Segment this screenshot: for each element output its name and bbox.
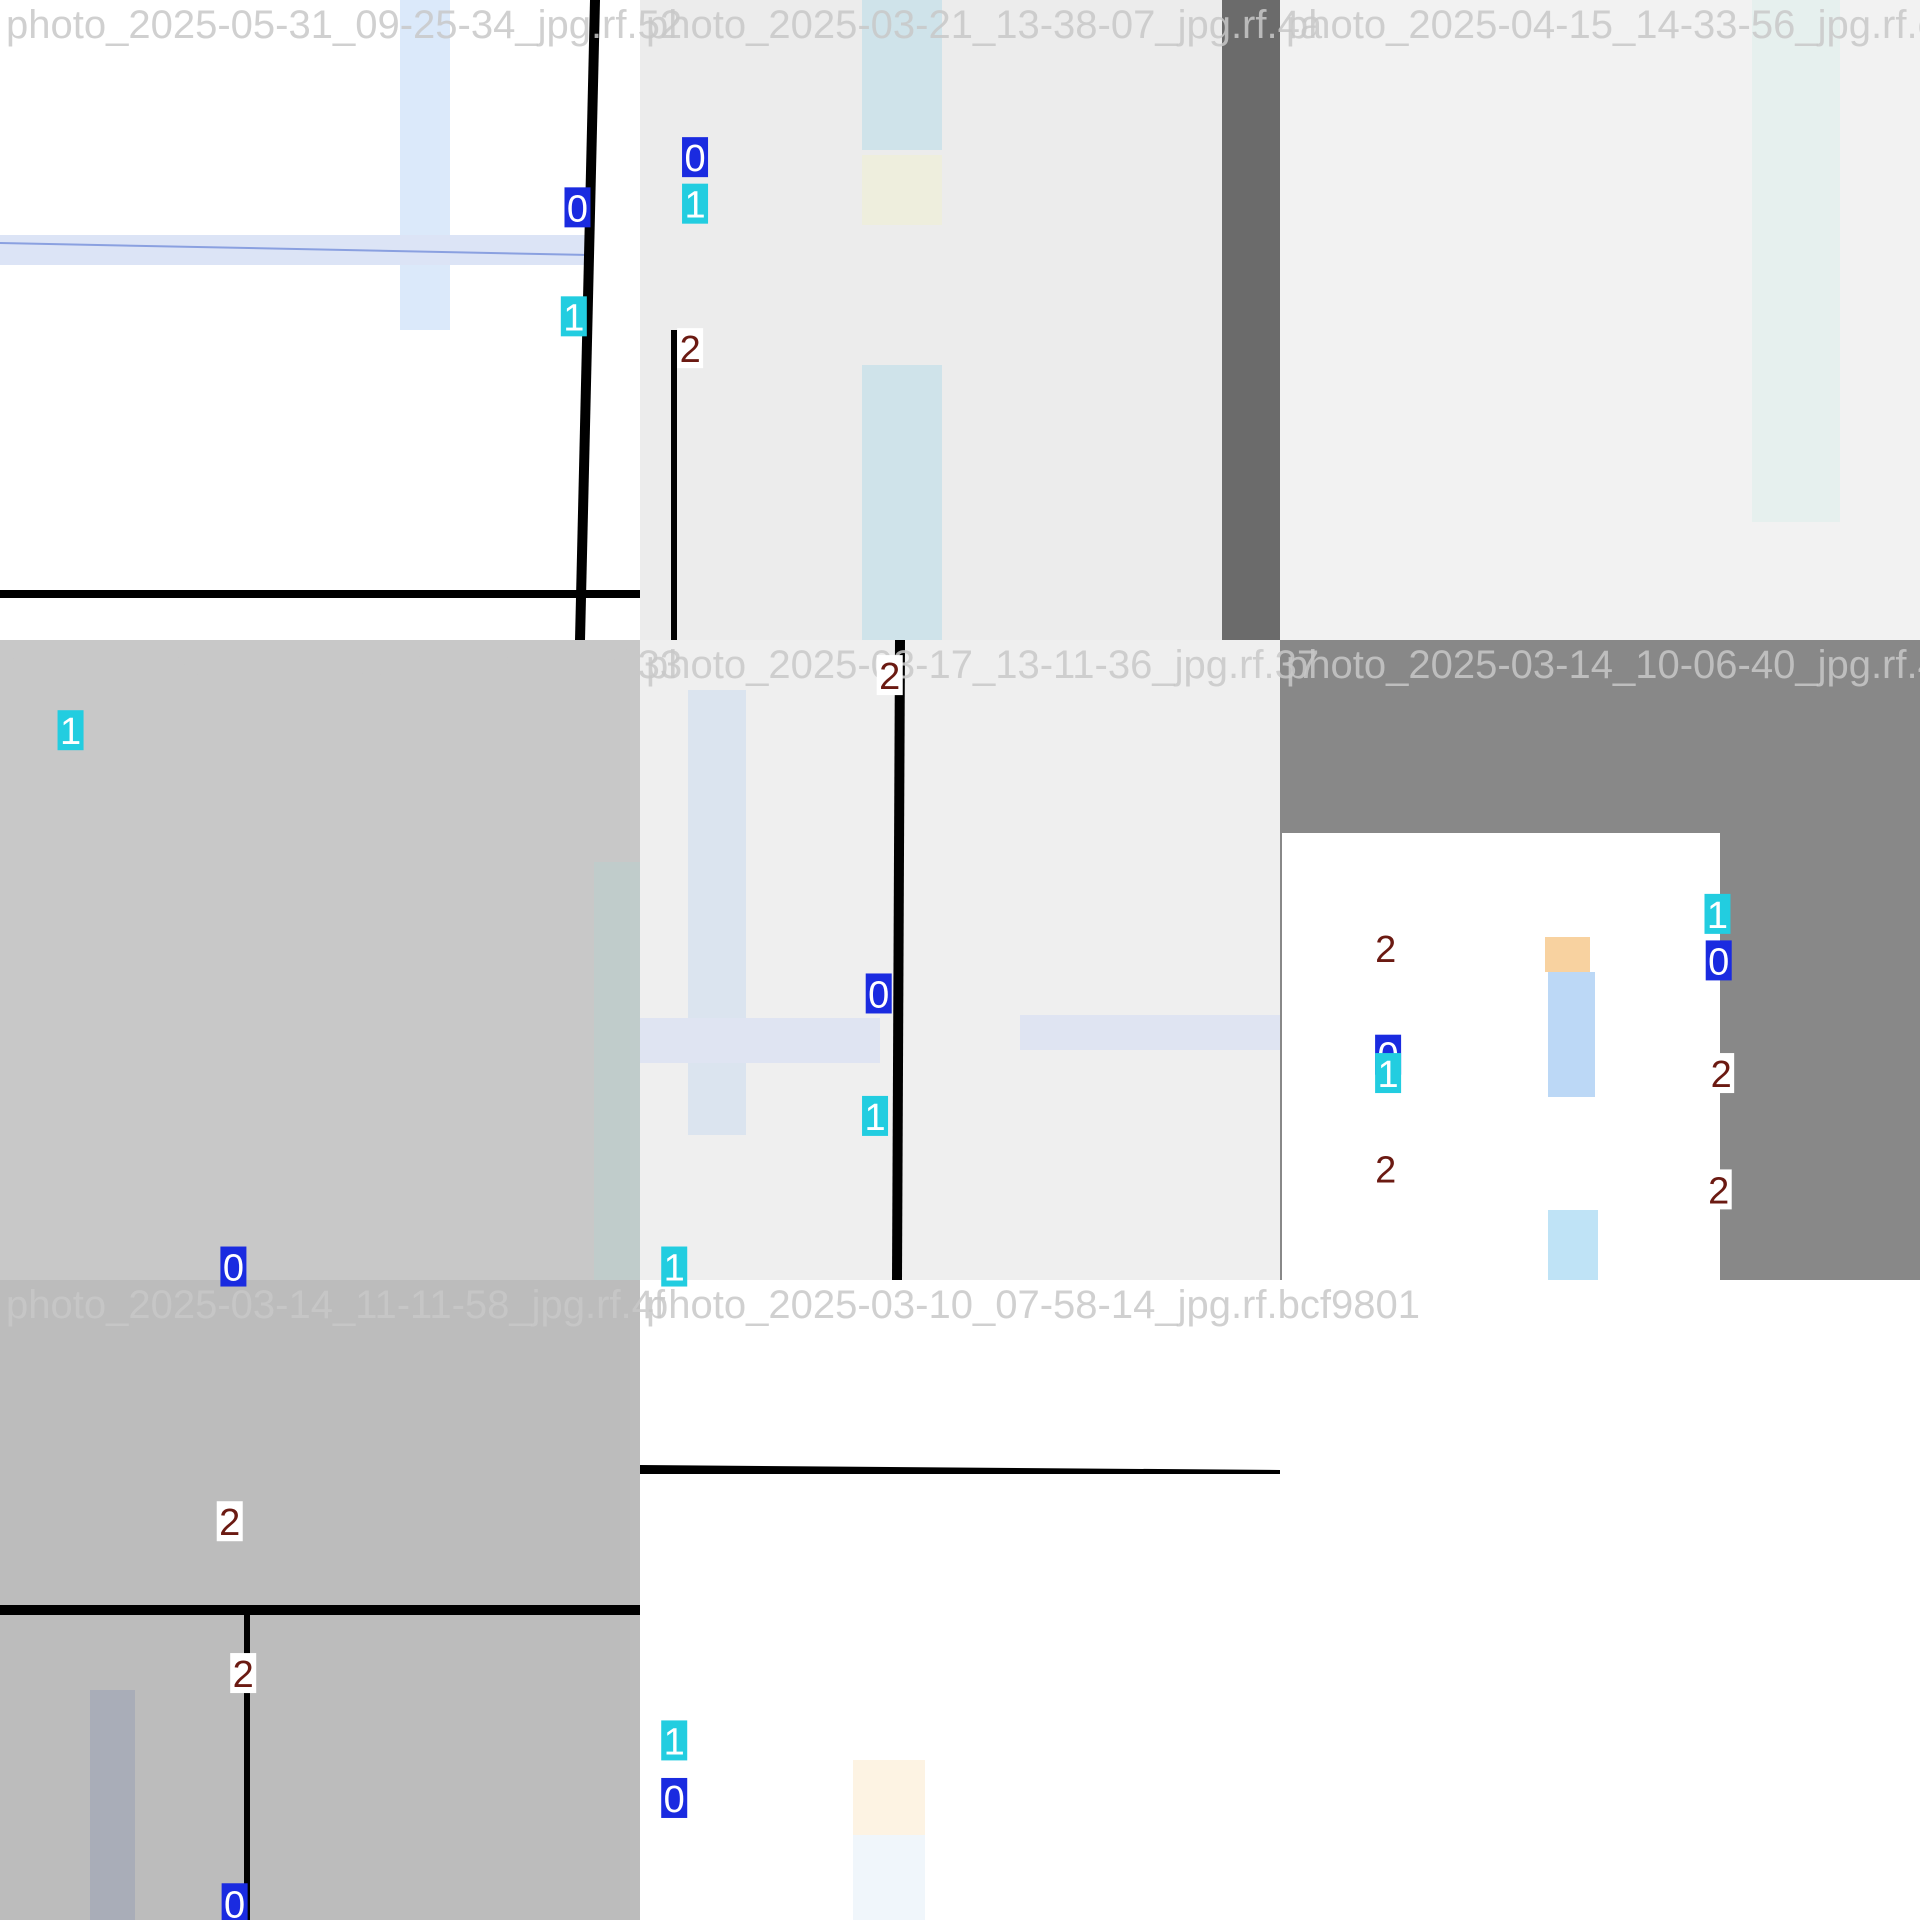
label-box (220, 1246, 247, 1287)
label-text: 2 (1708, 1170, 1729, 1212)
tile-filename: photo_2025-04-15_14-33-56_jpg.rf.cf (1286, 3, 1920, 47)
label-box (564, 187, 591, 228)
class-label: 0 (661, 1777, 688, 1821)
class-label: 2 (876, 655, 903, 698)
label-box (661, 1720, 688, 1761)
tile-filename: photo_2025-03-17_13-11-36_jpg.rf.37 (646, 643, 1319, 687)
label-box (57, 710, 84, 751)
label-text: 0 (664, 1779, 685, 1821)
class-label: 1 (560, 296, 587, 339)
label-box (865, 973, 892, 1014)
class-label: 2 (1708, 1053, 1735, 1096)
class-label: 1 (1375, 1053, 1402, 1096)
label-box (677, 328, 704, 369)
label-box (221, 1883, 248, 1920)
class-label: 1 (661, 1246, 688, 1290)
tile-filename: photo_2025-03-14_11-11-58_jpg.rf.4f (6, 1283, 666, 1327)
label-text: 1 (684, 185, 705, 227)
class-label: 0 (865, 973, 892, 1016)
label-text: 2 (680, 329, 701, 371)
label-text: 1 (1707, 895, 1728, 937)
label-box (216, 1501, 243, 1542)
label-text: 2 (219, 1502, 240, 1544)
tile-filename: photo_2025-06-26_09-15-17_jpg.rf.33 (6, 643, 682, 687)
label-text: 1 (1378, 1054, 1399, 1096)
label-text: 1 (664, 1248, 685, 1290)
label-text: 0 (224, 1884, 245, 1920)
label-box (1708, 1053, 1735, 1094)
class-label: 1 (862, 1095, 889, 1139)
label-text: 0 (1708, 941, 1729, 983)
class-label: 2 (1372, 928, 1399, 971)
label-text: 1 (864, 1097, 885, 1139)
label-text: 1 (60, 711, 81, 753)
class-label: 2 (1705, 1169, 1732, 1212)
label-text: 1 (563, 297, 584, 339)
class-label: 0 (221, 1883, 248, 1920)
class-label: 0 (682, 137, 709, 180)
label-text: 2 (1375, 1150, 1396, 1192)
tile-filename: photo_2025-03-21_13-38-07_jpg.rf.4a (646, 3, 1323, 47)
class-label: 2 (216, 1501, 243, 1544)
label-box (1375, 1053, 1402, 1094)
class-label: 1 (1704, 893, 1731, 937)
label-box (1372, 928, 1399, 969)
class-label: 0 (220, 1246, 247, 1290)
label-box (1704, 893, 1731, 934)
class-label: 0 (564, 187, 591, 230)
label-box (682, 137, 709, 178)
label-text: 2 (1711, 1054, 1732, 1096)
label-text: 2 (1375, 929, 1396, 971)
class-label: 1 (57, 710, 84, 753)
label-box (1705, 940, 1732, 981)
label-box (682, 183, 709, 224)
label-box (876, 655, 903, 696)
label-box (862, 1095, 889, 1136)
label-text: 1 (664, 1721, 685, 1763)
label-box (1705, 1169, 1732, 1210)
label-box (230, 1653, 257, 1694)
class-label: 1 (682, 183, 709, 227)
label-text: 2 (879, 656, 900, 698)
tile-filename: photo_2025-03-10_07-58-14_jpg.rf.bcf9801 (646, 1283, 1420, 1327)
label-text: 0 (223, 1248, 244, 1290)
label-text: 0 (684, 138, 705, 180)
class-label: 2 (677, 328, 704, 371)
label-box (661, 1777, 688, 1818)
class-label: 2 (230, 1653, 257, 1696)
tile-filename: photo_2025-03-14_10-06-40_jpg.rf.4a (1286, 643, 1920, 687)
class-label: 2 (1372, 1148, 1399, 1192)
label-box (560, 296, 587, 337)
label-box (661, 1246, 688, 1287)
tile-filename: photo_2025-05-31_09-25-34_jpg.rf.52 (6, 3, 682, 47)
label-box (1372, 1148, 1399, 1189)
label-text: 0 (868, 974, 889, 1016)
class-label: 0 (1705, 940, 1732, 983)
label-text: 2 (233, 1654, 254, 1696)
label-text: 0 (567, 188, 588, 230)
annotations: photo_2025-05-31_09-25-34_jpg.rf.5201pho… (6, 3, 1920, 1920)
class-label: 1 (661, 1720, 688, 1763)
